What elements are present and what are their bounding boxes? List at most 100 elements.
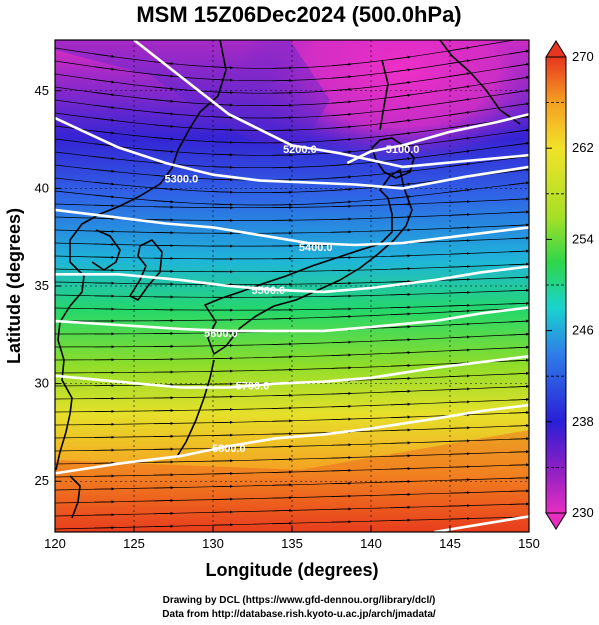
wind-arrow	[509, 437, 529, 441]
wind-arrow	[331, 507, 352, 511]
wind-arrow	[509, 141, 529, 147]
wind-arrow	[449, 225, 471, 230]
sakhalin-coastline	[379, 59, 389, 131]
wind-arrow	[449, 188, 471, 193]
wind-arrow	[449, 426, 471, 430]
wind-arrow	[331, 366, 352, 370]
bohai-coastline	[91, 229, 121, 271]
wind-arrow	[212, 190, 234, 194]
wind-arrow	[509, 463, 529, 467]
y-tick-label: 40	[35, 180, 49, 195]
wind-arrow	[449, 478, 471, 482]
wind-arrow	[390, 467, 411, 471]
y-tick-label: 30	[35, 376, 49, 391]
wind-arrow	[449, 110, 471, 116]
contour-line	[55, 403, 529, 475]
wind-arrow	[272, 316, 293, 321]
wind-arrow	[212, 153, 234, 157]
wind-arrow	[272, 432, 293, 436]
wind-arrow	[212, 140, 234, 144]
wind-arrow	[272, 457, 293, 461]
x-tick-label: 130	[202, 536, 224, 551]
wind-arrow	[94, 216, 115, 221]
wind-arrow	[94, 204, 115, 208]
contour-label: 5700.0	[236, 380, 270, 392]
wind-arrow	[449, 309, 471, 313]
contour-label: 5600.0	[204, 328, 238, 340]
colorbar-tick-label: 270	[572, 49, 594, 64]
wind-arrow	[331, 340, 352, 344]
wind-arrow	[94, 53, 115, 58]
wind-arrow	[390, 93, 411, 98]
wind-arrow	[390, 325, 411, 329]
wind-arrow	[94, 194, 115, 199]
colorbar-tick-label: 238	[572, 414, 594, 429]
wind-arrow	[390, 305, 411, 309]
contour-label: 5300.0	[165, 174, 199, 186]
wind-arrow	[509, 249, 529, 253]
y-axis-ticks: 25 30 35 40 45	[35, 83, 61, 488]
wind-arrow	[390, 215, 411, 219]
colorbar-tick-label: 246	[572, 323, 594, 338]
wind-arrow	[509, 319, 529, 323]
wind-arrow	[390, 415, 411, 419]
wind-arrow	[449, 322, 471, 326]
wind-arrow	[390, 68, 411, 73]
asia-coastline	[55, 40, 227, 471]
wind-arrow	[449, 251, 471, 256]
wind-arrow	[212, 203, 234, 207]
wind-arrow	[331, 125, 352, 129]
y-tick-label: 25	[35, 473, 49, 488]
wind-arrow	[390, 338, 411, 342]
wind-arrow	[390, 131, 411, 136]
wind-arrow	[509, 345, 529, 349]
wind-arrow	[449, 46, 471, 52]
wind-arrow	[94, 143, 115, 148]
wind-arrow	[509, 62, 529, 68]
wind-arrow	[449, 98, 471, 103]
wind-arrow	[509, 102, 529, 107]
wind-arrow	[390, 119, 411, 124]
colorbar-tick-label: 262	[572, 140, 594, 155]
wind-arrow	[509, 358, 529, 362]
cold-trough	[55, 40, 330, 150]
wind-arrow	[509, 288, 529, 292]
wind-arrow	[212, 66, 234, 70]
wind-arrow	[390, 80, 411, 86]
colorbar-tick-label: 230	[572, 505, 594, 520]
wind-arrow	[390, 402, 411, 406]
wind-arrow	[449, 85, 471, 90]
wind-arrow	[272, 342, 293, 346]
wind-arrow	[331, 353, 352, 357]
wind-arrow	[509, 301, 529, 305]
contour-line	[55, 355, 529, 389]
chart-title: MSM 15Z06Dec2024 (500.0hPa)	[136, 2, 461, 27]
wind-arrow	[331, 455, 352, 460]
wind-arrow	[212, 90, 234, 95]
wind-arrow	[390, 518, 411, 522]
wind-arrow	[272, 355, 293, 359]
wind-arrow	[390, 279, 411, 284]
wind-arrow	[390, 157, 411, 161]
wind-arrow	[390, 492, 411, 497]
wind-arrow	[331, 481, 352, 485]
wind-arrow	[509, 410, 529, 415]
wind-arrow	[509, 236, 529, 240]
x-tick-label: 150	[518, 536, 540, 551]
y-tick-label: 45	[35, 83, 49, 98]
wind-arrow	[390, 182, 411, 187]
wind-arrow	[509, 502, 529, 506]
wind-arrow	[331, 187, 352, 192]
wind-arrow	[390, 479, 411, 484]
wind-arrow	[153, 149, 174, 154]
wind-arrow	[509, 128, 529, 133]
wind-arrow	[272, 444, 293, 449]
wind-arrow	[331, 162, 352, 166]
contour-label: 5200.0	[283, 144, 317, 156]
wind-arrow	[449, 374, 471, 378]
wind-arrow	[331, 468, 352, 473]
wind-arrow	[509, 450, 529, 454]
wind-arrow	[272, 470, 293, 474]
wind-arrow	[449, 387, 471, 391]
